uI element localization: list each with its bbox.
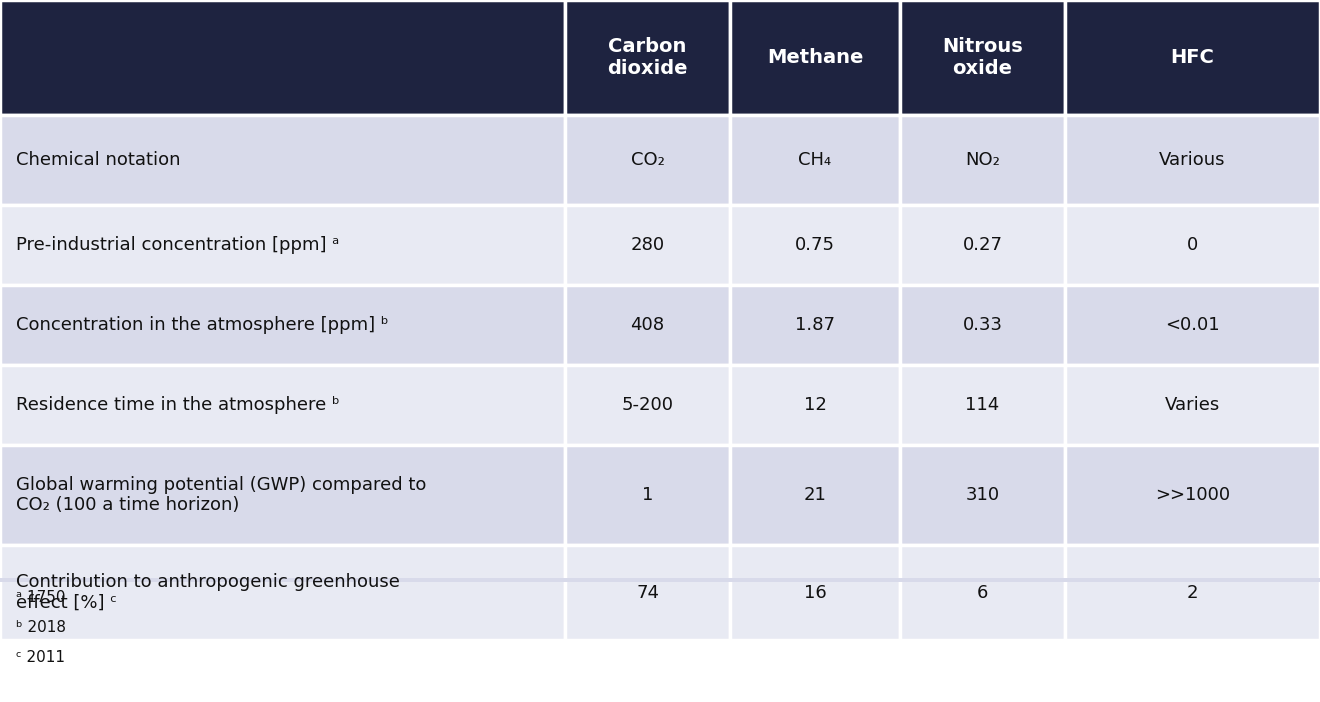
Text: >>1000: >>1000 — [1155, 486, 1230, 504]
Bar — [900, 285, 1065, 365]
Text: CO₂: CO₂ — [631, 151, 664, 169]
Bar — [0, 365, 565, 445]
Text: CH₄: CH₄ — [799, 151, 832, 169]
Bar — [0, 205, 565, 285]
Text: 16: 16 — [804, 583, 826, 602]
Text: 0.75: 0.75 — [795, 236, 836, 254]
Bar — [730, 445, 900, 545]
Text: 1.87: 1.87 — [795, 316, 836, 334]
Text: 280: 280 — [631, 236, 664, 254]
Text: 6: 6 — [977, 583, 989, 602]
Bar — [900, 0, 1065, 115]
Bar — [0, 115, 565, 205]
Bar — [900, 545, 1065, 640]
Text: 1: 1 — [642, 486, 653, 504]
Bar — [565, 115, 730, 205]
Bar — [730, 0, 900, 115]
Bar — [0, 0, 565, 115]
Bar — [0, 545, 565, 640]
Text: Concentration in the atmosphere [ppm] ᵇ: Concentration in the atmosphere [ppm] ᵇ — [16, 316, 388, 334]
Bar — [1065, 205, 1320, 285]
Text: Chemical notation: Chemical notation — [16, 151, 181, 169]
Bar — [565, 0, 730, 115]
Text: ᶜ 2011: ᶜ 2011 — [16, 650, 65, 665]
Bar — [730, 205, 900, 285]
Bar — [730, 115, 900, 205]
Text: Carbon
dioxide: Carbon dioxide — [607, 37, 688, 78]
Bar — [565, 365, 730, 445]
Text: 0.33: 0.33 — [962, 316, 1002, 334]
Text: 0: 0 — [1187, 236, 1199, 254]
Bar — [565, 285, 730, 365]
Bar — [0, 445, 565, 545]
Bar — [1065, 285, 1320, 365]
Text: 2: 2 — [1187, 583, 1199, 602]
Text: Global warming potential (GWP) compared to
CO₂ (100 a time horizon): Global warming potential (GWP) compared … — [16, 475, 426, 515]
Text: 74: 74 — [636, 583, 659, 602]
Bar — [1065, 0, 1320, 115]
Text: Nitrous
oxide: Nitrous oxide — [942, 37, 1023, 78]
Bar — [0, 285, 565, 365]
Text: HFC: HFC — [1171, 48, 1214, 67]
Bar — [1065, 115, 1320, 205]
Bar — [0, 578, 1320, 582]
Text: 114: 114 — [965, 396, 999, 414]
Text: Various: Various — [1159, 151, 1226, 169]
Text: Residence time in the atmosphere ᵇ: Residence time in the atmosphere ᵇ — [16, 396, 339, 414]
Text: Contribution to anthropogenic greenhouse
effect [%] ᶜ: Contribution to anthropogenic greenhouse… — [16, 573, 400, 612]
Bar — [730, 285, 900, 365]
Bar — [730, 545, 900, 640]
Text: Varies: Varies — [1164, 396, 1220, 414]
Bar — [900, 365, 1065, 445]
Text: Pre-industrial concentration [ppm] ᵃ: Pre-industrial concentration [ppm] ᵃ — [16, 236, 339, 254]
Bar — [565, 205, 730, 285]
Bar — [730, 365, 900, 445]
Text: 0.27: 0.27 — [962, 236, 1002, 254]
Bar — [1065, 445, 1320, 545]
Text: ᵃ 1750: ᵃ 1750 — [16, 590, 66, 605]
Text: 12: 12 — [804, 396, 826, 414]
Text: 21: 21 — [804, 486, 826, 504]
Bar — [900, 115, 1065, 205]
Text: <0.01: <0.01 — [1166, 316, 1220, 334]
Bar — [1065, 365, 1320, 445]
Text: 310: 310 — [965, 486, 999, 504]
Text: NO₂: NO₂ — [965, 151, 1001, 169]
Bar — [900, 205, 1065, 285]
Bar — [1065, 545, 1320, 640]
Bar — [900, 445, 1065, 545]
Bar — [565, 545, 730, 640]
Text: 408: 408 — [631, 316, 664, 334]
Text: ᵇ 2018: ᵇ 2018 — [16, 620, 66, 635]
Bar — [565, 445, 730, 545]
Text: Methane: Methane — [767, 48, 863, 67]
Text: 5-200: 5-200 — [622, 396, 673, 414]
